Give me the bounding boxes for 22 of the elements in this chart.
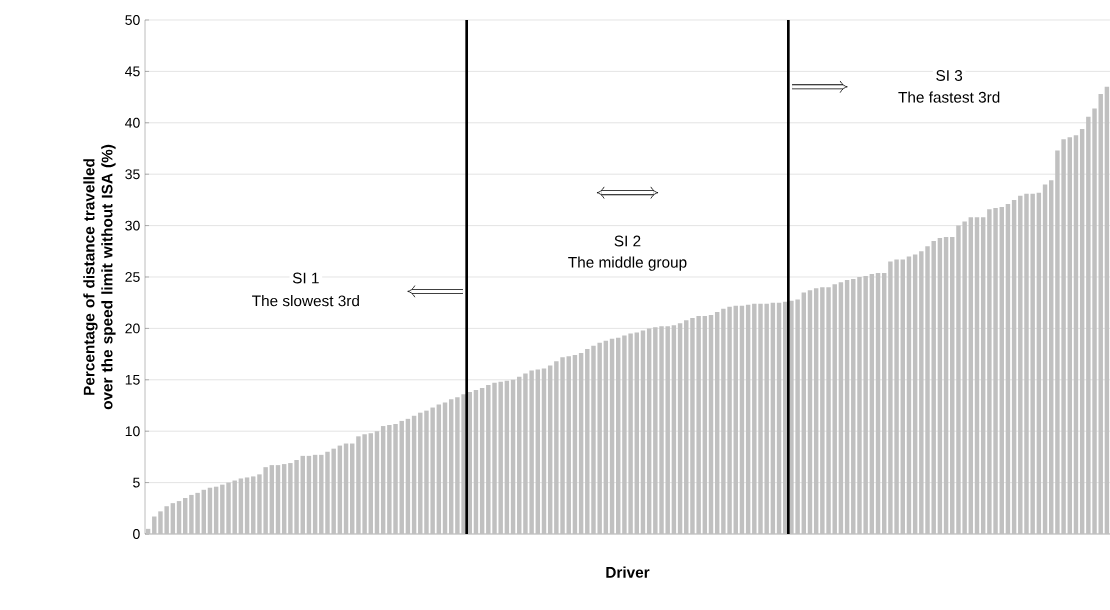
y-tick-label: 15 [125, 374, 140, 385]
annotation: The slowest 3rd [252, 295, 359, 307]
y-tick-label: 25 [125, 272, 140, 282]
y-tick-label: 30 [125, 220, 140, 231]
y-tick-label: 0 [133, 529, 140, 539]
y-tick-label: 5 [133, 477, 140, 488]
annotation: SI 1 [292, 272, 319, 284]
bar [170, 503, 176, 534]
y-tick-label: 35 [125, 169, 140, 180]
y-axis-title: Percentage of distance travelled over the speed limit without ISA (%) [83, 144, 116, 410]
y-tick-label: 50 [125, 15, 140, 25]
y-tick-label: 10 [125, 426, 140, 437]
bar [182, 498, 188, 534]
annotation: The middle group [568, 256, 687, 271]
x-axis-title: Driver [606, 566, 650, 578]
annotation: SI 2 [614, 235, 641, 247]
y-tick-label: 20 [125, 323, 140, 334]
y-tick-label: 40 [125, 117, 140, 128]
y-tick-label: 45 [125, 66, 140, 77]
bar [176, 501, 182, 534]
annotation: The fastest 3rd [898, 91, 1000, 103]
annotation: SI 3 [936, 70, 963, 81]
